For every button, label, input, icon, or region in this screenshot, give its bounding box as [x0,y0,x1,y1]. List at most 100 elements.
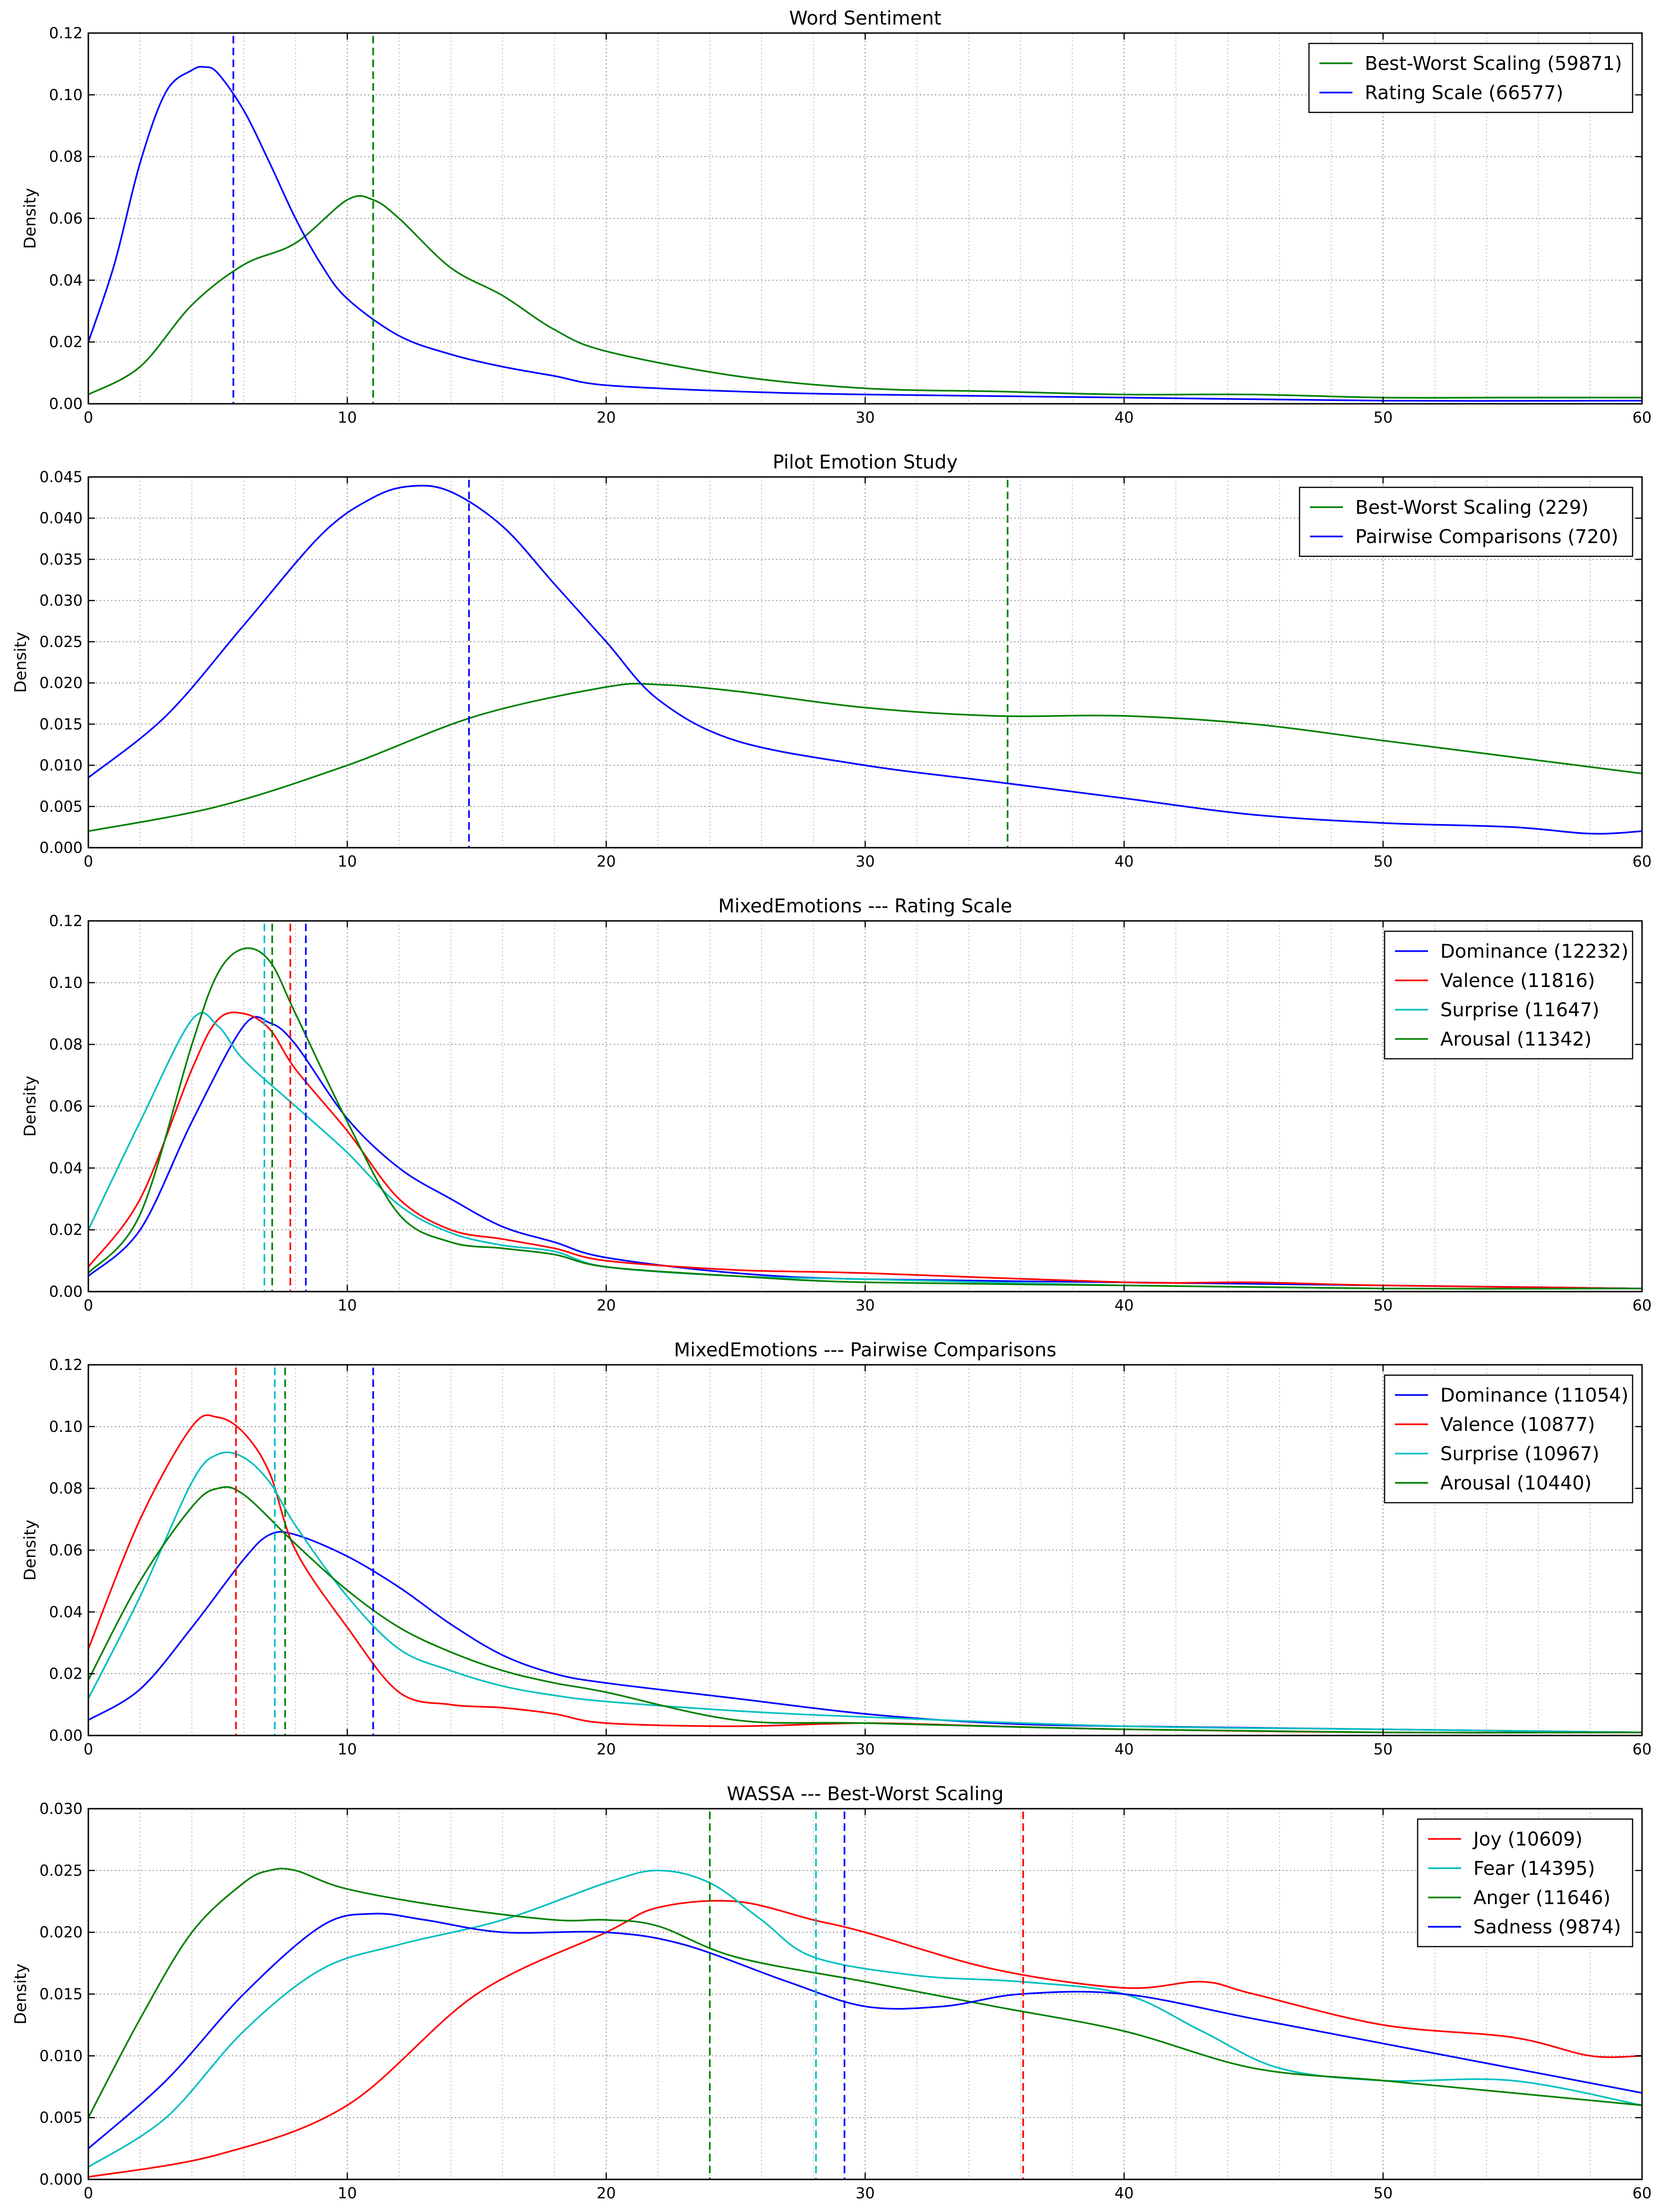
legend-label-1: Joy (10609) [1472,1829,1582,1850]
y-tick-label: 0.06 [49,1541,83,1559]
y-tick-label: 0.020 [39,674,83,692]
y-tick-label: 0.06 [49,1097,83,1115]
y-tick-label: 0.08 [49,148,83,166]
y-axis-label: Density [21,1520,40,1581]
legend-label-2: Valence (10877) [1440,1414,1595,1436]
x-tick-label: 50 [1373,1740,1393,1758]
y-tick-label: 0.08 [49,1036,83,1054]
y-tick-label: 0.06 [49,210,83,228]
x-tick-label: 0 [84,1296,93,1314]
legend: Best-Worst Scaling (229) Pairwise Compari… [1299,486,1634,557]
y-tick-label: 0.000 [39,839,83,857]
y-tick-label: 0.04 [49,271,83,289]
x-tick-label: 20 [597,408,616,426]
legend-label-4: Arousal (10440) [1440,1472,1591,1494]
x-tick-label: 0 [84,1740,93,1758]
y-axis-label: Density [21,1076,40,1137]
x-tick-label: 10 [338,1740,357,1758]
legend-label-1: Dominance (11054) [1440,1385,1628,1406]
legend-label-1: Dominance (12232) [1440,941,1628,962]
density-curve-2 [88,485,1642,835]
y-tick-label: 0.02 [49,1665,83,1683]
x-tick-label: 0 [84,2184,93,2202]
x-tick-label: 30 [855,852,875,870]
chart-panel-4: 0 10 20 30 40 50 60 0.00 0.02 0.04 0.06 0.08 0.10 0.1… [21,1339,1651,1758]
chart-title: MixedEmotions --- Pairwise Comparisons [674,1339,1057,1361]
legend-label-3: Surprise (11647) [1440,999,1600,1021]
y-tick-label: 0.02 [49,333,83,351]
plot-area [88,924,1642,1292]
x-tick-label: 50 [1373,408,1393,426]
legend-label-2: Valence (11816) [1440,970,1595,992]
x-tick-label: 10 [338,2184,357,2202]
density-curve-1 [88,1900,1642,2178]
legend-label-2: Fear (14395) [1473,1858,1595,1880]
y-tick-label: 0.005 [39,798,83,816]
y-tick-label: 0.12 [49,912,83,930]
y-tick-label: 0.020 [39,1923,83,1941]
x-tick-label: 30 [855,2184,875,2202]
y-tick-label: 0.030 [39,592,83,610]
y-tick-label: 0.035 [39,550,83,568]
x-tick-label: 20 [597,852,616,870]
density-curve-4 [88,947,1642,1290]
y-tick-label: 0.040 [39,509,83,527]
legend-box [1308,43,1634,113]
legend-label-2: Rating Scale (66577) [1365,82,1563,104]
y-tick-label: 0.025 [39,633,83,651]
chart-panel-3: 0 10 20 30 40 50 60 0.00 0.02 0.04 0.06 0.08 0.10 0.1… [21,895,1651,1314]
y-tick-label: 0.00 [49,1727,83,1744]
chart-title: Word Sentiment [789,8,941,29]
legend-label-1: Best-Worst Scaling (59871) [1365,53,1622,75]
y-tick-label: 0.005 [39,2109,83,2127]
y-tick-label: 0.10 [49,1418,83,1436]
y-tick-label: 0.04 [49,1603,83,1621]
x-tick-label: 40 [1114,2184,1134,2202]
density-curve-2 [88,1870,1642,2168]
x-tick-label: 10 [338,408,357,426]
x-tick-label: 0 [84,408,93,426]
legend: Dominance (12232) Valence (11816) Surprise… [1384,930,1634,1060]
chart-title: MixedEmotions --- Rating Scale [718,895,1012,917]
x-tick-label: 50 [1373,2184,1393,2202]
legend-label-1: Best-Worst Scaling (229) [1355,497,1589,519]
y-tick-label: 0.10 [49,974,83,992]
y-tick-label: 0.015 [39,715,83,733]
y-tick-label: 0.045 [39,468,83,486]
y-tick-label: 0.12 [49,24,83,42]
density-curve-4 [88,1913,1642,2149]
plot-area [88,36,1642,404]
x-tick-label: 20 [597,2184,616,2202]
plot-area [88,1368,1642,1736]
x-tick-label: 40 [1114,852,1134,870]
y-tick-label: 0.00 [49,395,83,413]
chart-title: Pilot Emotion Study [773,451,958,473]
legend-label-4: Sadness (9874) [1473,1916,1621,1938]
legend-label-3: Anger (11646) [1473,1887,1610,1909]
y-axis-label: Density [21,188,40,249]
x-tick-label: 30 [855,1296,875,1314]
y-tick-label: 0.010 [39,757,83,774]
legend-box [1384,930,1634,1060]
y-tick-label: 0.02 [49,1221,83,1239]
x-tick-label: 60 [1633,1740,1652,1758]
legend-box [1384,1374,1634,1504]
y-tick-label: 0.010 [39,2047,83,2065]
x-tick-label: 20 [597,1296,616,1314]
density-curve-3 [88,1868,1642,2118]
density-curve-1 [88,195,1642,399]
x-tick-label: 40 [1114,408,1134,426]
x-tick-label: 20 [597,1740,616,1758]
density-curve-2 [88,1012,1642,1290]
y-tick-label: 0.030 [39,1800,83,1818]
x-tick-label: 50 [1373,1296,1393,1314]
x-tick-label: 30 [855,1740,875,1758]
y-tick-label: 0.08 [49,1480,83,1497]
x-tick-label: 0 [84,852,93,870]
y-axis-label: Density [11,1964,30,2025]
x-tick-label: 60 [1633,1296,1652,1314]
plot-area [88,480,1642,848]
y-tick-label: 0.015 [39,1985,83,2003]
legend-label-3: Surprise (10967) [1440,1443,1600,1465]
